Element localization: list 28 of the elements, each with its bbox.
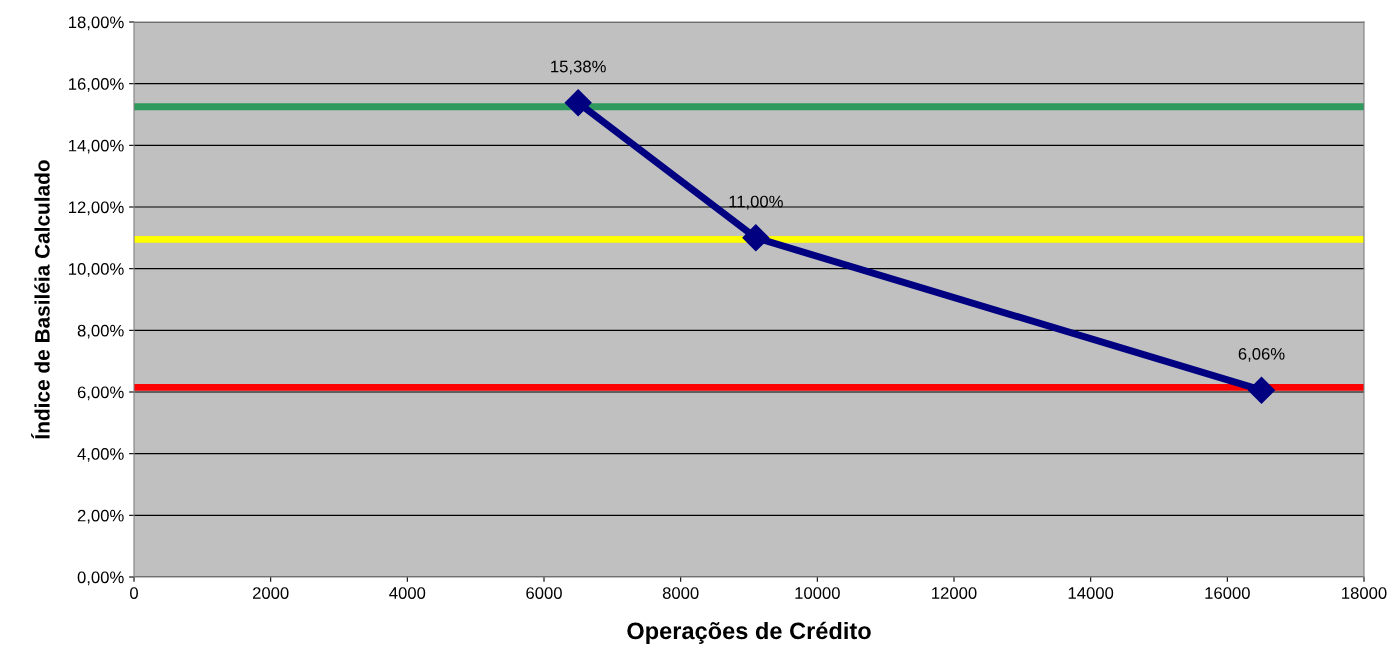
x-tick-label: 4000 xyxy=(389,587,426,599)
y-tick-label: 18,00% xyxy=(69,16,124,31)
x-tick-label: 18000 xyxy=(1342,587,1387,599)
y-tick-label: 12,00% xyxy=(69,201,124,216)
x-tick-label: 14000 xyxy=(1068,587,1114,599)
data-label: 6,06% xyxy=(1238,347,1285,362)
y-tick-label: 14,00% xyxy=(69,139,124,154)
x-tick-label: 0 xyxy=(130,587,138,599)
point xyxy=(1248,376,1275,404)
y-tick-label: 8,00% xyxy=(77,324,124,339)
data-label: 11,00% xyxy=(729,195,783,210)
x-tick-label: 12000 xyxy=(932,587,977,599)
x-tick-label: 10000 xyxy=(795,587,840,599)
y-tick-label: 4,00% xyxy=(77,448,124,462)
y-tick-label: 10,00% xyxy=(69,263,124,277)
x-tick-label: 2000 xyxy=(252,587,289,599)
y-tick-label: 6,00% xyxy=(77,386,124,401)
x-tick-label: 16000 xyxy=(1205,587,1250,599)
x-tick-label: 8000 xyxy=(662,587,699,599)
y-axis-title: Índice de Basiléia Calculado xyxy=(31,160,50,439)
x-tick-label: 6000 xyxy=(526,587,562,599)
point xyxy=(564,89,592,117)
y-tick-label: 2,00% xyxy=(77,509,124,524)
data-label: 15,38% xyxy=(551,60,606,75)
y-tick-label: 0,00% xyxy=(77,571,124,586)
x-axis-title: Operações de Crédito xyxy=(627,621,871,644)
point xyxy=(742,224,770,252)
y-tick-label: 16,00% xyxy=(69,78,124,92)
